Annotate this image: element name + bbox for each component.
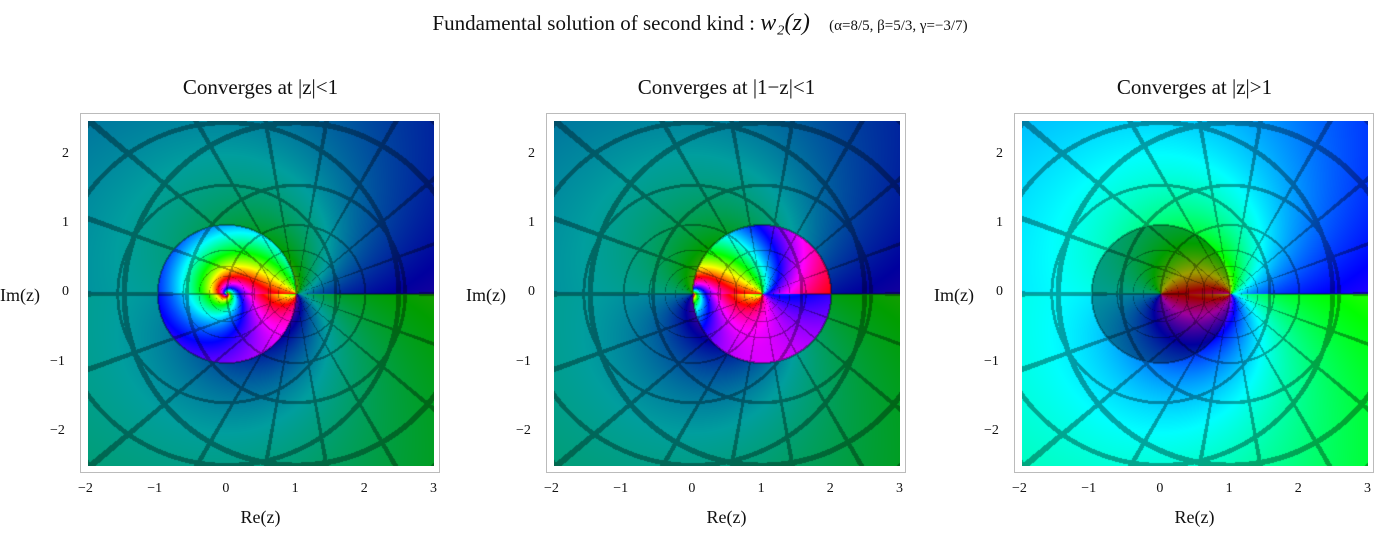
title-function: w₂(z) <box>760 10 810 36</box>
x-tick-label: 3 <box>1364 481 1371 496</box>
y-tick-label: 0 <box>996 284 1003 300</box>
x-tick-label: 3 <box>896 481 903 496</box>
x-tick-label: −2 <box>544 481 559 496</box>
y-tick-label: 0 <box>528 284 535 300</box>
y-tick-label: 2 <box>62 146 69 161</box>
x-tick-label: 2 <box>1294 481 1302 496</box>
title-text: Fundamental solution of second kind : <box>432 11 755 35</box>
panel-title: Converges at |z|>1 <box>1116 75 1273 99</box>
y-tick-label: 1 <box>62 215 69 231</box>
x-tick-label: 0 <box>222 481 230 496</box>
title-params: (α=8/5, β=5/3, γ=−3/7) <box>829 18 968 34</box>
y-tick-label: 2 <box>996 146 1003 161</box>
y-tick-label: 1 <box>996 215 1003 231</box>
figure-title: Fundamental solution of second kind : w₂… <box>0 10 1400 37</box>
domain-coloring-plot <box>88 121 434 466</box>
y-tick-label: −2 <box>516 422 531 438</box>
panel-title: Converges at |1−z|<1 <box>637 75 816 99</box>
y-axis-label: Im(z) <box>934 285 974 305</box>
y-tick-label: −1 <box>516 353 531 369</box>
x-tick-label: −1 <box>147 481 163 496</box>
x-tick-label: 1 <box>291 481 299 496</box>
x-tick-label: −2 <box>1012 481 1027 496</box>
y-tick-label: 0 <box>62 284 69 300</box>
y-tick-label: −1 <box>984 353 999 369</box>
y-tick-label: 1 <box>528 215 535 231</box>
x-tick-label: −1 <box>613 481 629 496</box>
panel-title: Converges at |z|<1 <box>182 75 339 99</box>
domain-coloring-plot <box>1022 121 1368 466</box>
plot-panel-2: Converges at |1−z|<1 Im(z) Re(z) −2 −1 0 1 2 3… <box>466 75 906 543</box>
plot-frame <box>546 113 906 473</box>
x-tick-label: −1 <box>1081 481 1097 496</box>
x-axis-label: Re(z) <box>706 507 747 527</box>
domain-coloring-plot <box>554 121 900 466</box>
x-tick-label: 2 <box>360 481 368 496</box>
plot-panel-1: Converges at |z|<1 Im(z) Re(z) −2 −1 0 1 2 3 2 1… <box>0 75 440 543</box>
y-axis-label: Im(z) <box>466 285 506 305</box>
plot-panel-3: Converges at |z|>1 Im(z) Re(z) −2 −1 0 1 2 3 2 1… <box>934 75 1374 543</box>
x-tick-label: −2 <box>78 481 93 496</box>
x-tick-label: 0 <box>1156 481 1164 496</box>
y-tick-label: −1 <box>50 353 65 369</box>
y-axis-label: Im(z) <box>0 285 40 305</box>
plot-frame <box>1014 113 1374 473</box>
x-tick-label: 0 <box>688 481 696 496</box>
x-tick-label: 1 <box>1225 481 1233 496</box>
plot-frame <box>80 113 440 473</box>
y-tick-label: 2 <box>528 146 535 161</box>
y-tick-label: −2 <box>984 422 999 438</box>
y-tick-label: −2 <box>50 422 65 438</box>
x-tick-label: 2 <box>826 481 834 496</box>
x-axis-label: Re(z) <box>1174 507 1215 527</box>
x-axis-label: Re(z) <box>240 507 281 527</box>
x-tick-label: 3 <box>430 481 437 496</box>
x-tick-label: 1 <box>757 481 765 496</box>
